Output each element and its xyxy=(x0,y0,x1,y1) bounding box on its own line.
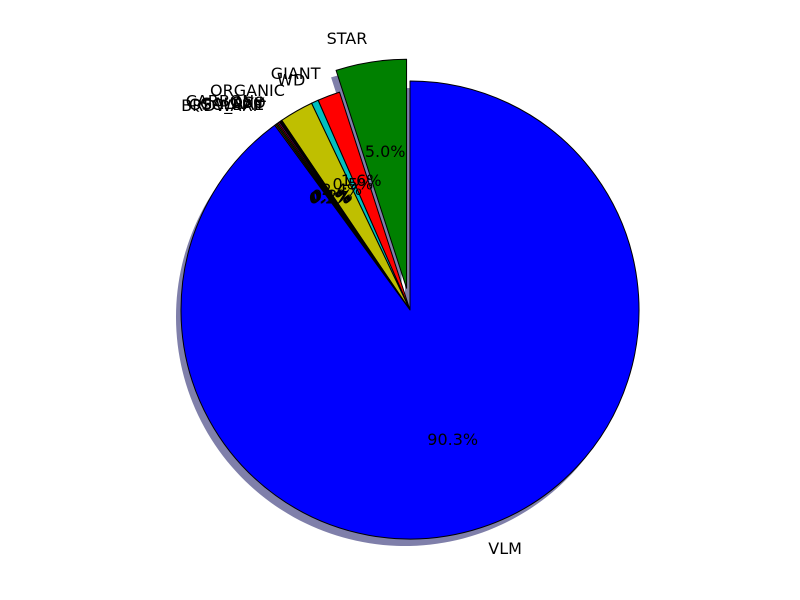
pie-label-vlm: VLM xyxy=(488,539,522,558)
pie-percent-star: 5.0% xyxy=(365,142,406,161)
pie-slices xyxy=(180,58,640,540)
pie-label-wd: WD xyxy=(277,70,305,89)
pie-percent-brdwarf: 0.1% xyxy=(309,188,350,207)
pie-percent-galaxy: 0.1% xyxy=(310,187,351,206)
pie-label-giant: GIANT xyxy=(271,64,321,83)
pie-label-brdwarf: BRDWARF xyxy=(181,96,262,115)
pie-label-qso-bal: QSO_BAL xyxy=(189,95,263,115)
pie-label-carbon: CARBON+ xyxy=(186,92,268,111)
pie-slice-vlm xyxy=(180,80,640,540)
pie-percent-qso-bal: 0.1% xyxy=(310,188,351,207)
pie-percent-qso: 0.1% xyxy=(311,187,352,206)
pie-slice-star xyxy=(335,58,408,289)
pie-percent-carbon: 0.2% xyxy=(312,186,353,205)
pie-percent-labels: 5.0%1.6%0.5%2.4%0.2%0.1%0.1%0.1%0.1%90.3… xyxy=(309,142,478,449)
pie-label-galaxy: GALAXY xyxy=(200,94,265,113)
pie-labels: STAR GIANTWDORGANICCARBON+QSOGALAXYQSO_BA… xyxy=(181,29,522,558)
pie-percent-vlm: 90.3% xyxy=(427,430,478,449)
pie-percent-organic: 2.4% xyxy=(321,180,362,199)
pie-percent-giant: 1.6% xyxy=(341,171,382,190)
pie-label-star: STAR xyxy=(327,29,368,48)
pie-label-organic: ORGANIC xyxy=(210,81,285,100)
pie-percent-wd: 0.5% xyxy=(333,175,374,194)
pie-label-qso: QSO xyxy=(230,93,265,112)
